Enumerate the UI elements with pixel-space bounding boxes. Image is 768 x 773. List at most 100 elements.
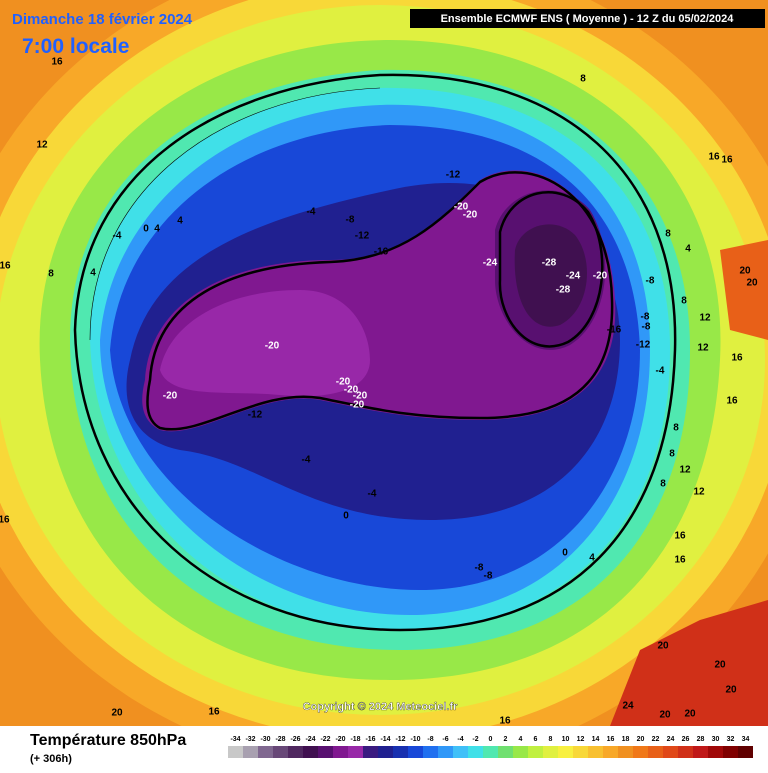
contour-label: -20 bbox=[593, 271, 608, 282]
colorbar-swatch bbox=[423, 746, 438, 758]
contour-label: 20 bbox=[739, 266, 751, 277]
contour-label: -24 bbox=[483, 258, 498, 269]
colorbar-tick: -10 bbox=[410, 736, 420, 743]
colorbar-tick: -34 bbox=[230, 736, 240, 743]
contour-label: -8 bbox=[484, 571, 493, 582]
colorbar-tick: -8 bbox=[427, 736, 433, 743]
colorbar-tick: 32 bbox=[727, 736, 735, 743]
colorbar-swatch bbox=[738, 746, 753, 758]
contour-label: -20 bbox=[350, 400, 365, 411]
colorbar-tick: -12 bbox=[395, 736, 405, 743]
contour-label: -8 bbox=[642, 322, 651, 333]
colorbar-swatch bbox=[678, 746, 693, 758]
contour-label: 12 bbox=[699, 313, 711, 324]
contour-label: 12 bbox=[697, 343, 709, 354]
contour-label: 12 bbox=[693, 487, 705, 498]
contour-label: 20 bbox=[659, 710, 671, 721]
colorbar-swatch bbox=[258, 746, 273, 758]
date: Dimanche 18 février 2024 bbox=[12, 11, 193, 28]
contour-label: -20 bbox=[265, 341, 280, 352]
contour-label: 16 bbox=[726, 396, 738, 407]
colorbar-swatch bbox=[498, 746, 513, 758]
colorbar-swatch bbox=[318, 746, 333, 758]
contour-label: -4 bbox=[113, 231, 122, 242]
colorbar-tick: 34 bbox=[742, 736, 750, 743]
contour-label: 20 bbox=[657, 641, 669, 652]
contour-label: 8 bbox=[48, 269, 54, 280]
colorbar-swatch bbox=[393, 746, 408, 758]
lead-time: (+ 306h) bbox=[30, 753, 72, 765]
contour-label: -20 bbox=[463, 210, 478, 221]
colorbar-tick: 10 bbox=[562, 736, 570, 743]
colorbar-tick: 14 bbox=[592, 736, 600, 743]
contour-label: -8 bbox=[646, 276, 655, 287]
contour-label: -12 bbox=[248, 410, 263, 421]
contour-label: 4 bbox=[589, 553, 595, 564]
contour-label: -12 bbox=[636, 340, 651, 351]
colorbar-swatch bbox=[483, 746, 498, 758]
contour-label: 8 bbox=[669, 449, 675, 460]
parameter: Température 850hPa bbox=[30, 732, 186, 749]
time: 7:00 locale bbox=[22, 35, 129, 58]
colorbar-tick: -24 bbox=[305, 736, 315, 743]
colorbar-tick: -32 bbox=[245, 736, 255, 743]
colorbar-tick: 28 bbox=[697, 736, 705, 743]
colorbar-tick: -14 bbox=[380, 736, 390, 743]
contour-label: 16 bbox=[51, 57, 63, 68]
contour-label: 16 bbox=[708, 152, 720, 163]
copyright: Copyright © 2024 Meteociel.fr bbox=[303, 701, 459, 713]
colorbar-swatch bbox=[648, 746, 663, 758]
contour-label: 4 bbox=[90, 268, 96, 279]
contour-label: 20 bbox=[714, 660, 726, 671]
model-box bbox=[410, 9, 765, 28]
colorbar-swatch bbox=[633, 746, 648, 758]
colorbar-tick: 2 bbox=[504, 736, 508, 743]
contour-label: -16 bbox=[374, 247, 389, 258]
colorbar-swatch bbox=[708, 746, 723, 758]
contour-label: 20 bbox=[684, 709, 696, 720]
contour-label: -8 bbox=[641, 312, 650, 323]
colorbar-swatch bbox=[573, 746, 588, 758]
colorbar-tick: 18 bbox=[622, 736, 630, 743]
contour-label: 20 bbox=[725, 685, 737, 696]
contour-label: 4 bbox=[685, 244, 691, 255]
colorbar-swatch bbox=[228, 746, 243, 758]
colorbar-tick: 24 bbox=[667, 736, 675, 743]
colorbar-tick: 0 bbox=[489, 736, 493, 743]
colorbar-tick: -18 bbox=[350, 736, 360, 743]
colorbar-swatch bbox=[693, 746, 708, 758]
contour-label: -12 bbox=[355, 231, 370, 242]
colorbar-tick: 26 bbox=[682, 736, 690, 743]
contour-label: 0 bbox=[143, 224, 149, 235]
contour-label: 0 bbox=[562, 548, 568, 559]
colorbar-swatch bbox=[528, 746, 543, 758]
colorbar-swatch bbox=[378, 746, 393, 758]
colorbar-tick: 6 bbox=[534, 736, 538, 743]
contour-label: -4 bbox=[307, 207, 316, 218]
colorbar-swatch bbox=[288, 746, 303, 758]
colorbar-swatch bbox=[243, 746, 258, 758]
contour-label: 12 bbox=[679, 465, 691, 476]
contour-label: -28 bbox=[556, 285, 571, 296]
contour-label: 12 bbox=[36, 140, 48, 151]
colorbar-tick: -6 bbox=[442, 736, 448, 743]
contour-label: -20 bbox=[353, 391, 368, 402]
colorbar-swatch bbox=[723, 746, 738, 758]
colorbar-tick: -16 bbox=[365, 736, 375, 743]
contour-label: 16 bbox=[731, 353, 743, 364]
colorbar-swatch bbox=[453, 746, 468, 758]
contour-label: 24 bbox=[622, 701, 634, 712]
contour-label: 16 bbox=[208, 707, 220, 718]
contour-label: 4 bbox=[154, 224, 160, 235]
colorbar-tick: -20 bbox=[335, 736, 345, 743]
contour-label: 16 bbox=[674, 555, 686, 566]
contour-label: 16 bbox=[0, 515, 10, 526]
colorbar-swatch bbox=[543, 746, 558, 758]
colorbar-tick: -22 bbox=[320, 736, 330, 743]
colorbar-swatch bbox=[558, 746, 573, 758]
contour-label: 8 bbox=[580, 74, 586, 85]
contour-label: -16 bbox=[607, 325, 622, 336]
contour-label: -20 bbox=[163, 391, 178, 402]
